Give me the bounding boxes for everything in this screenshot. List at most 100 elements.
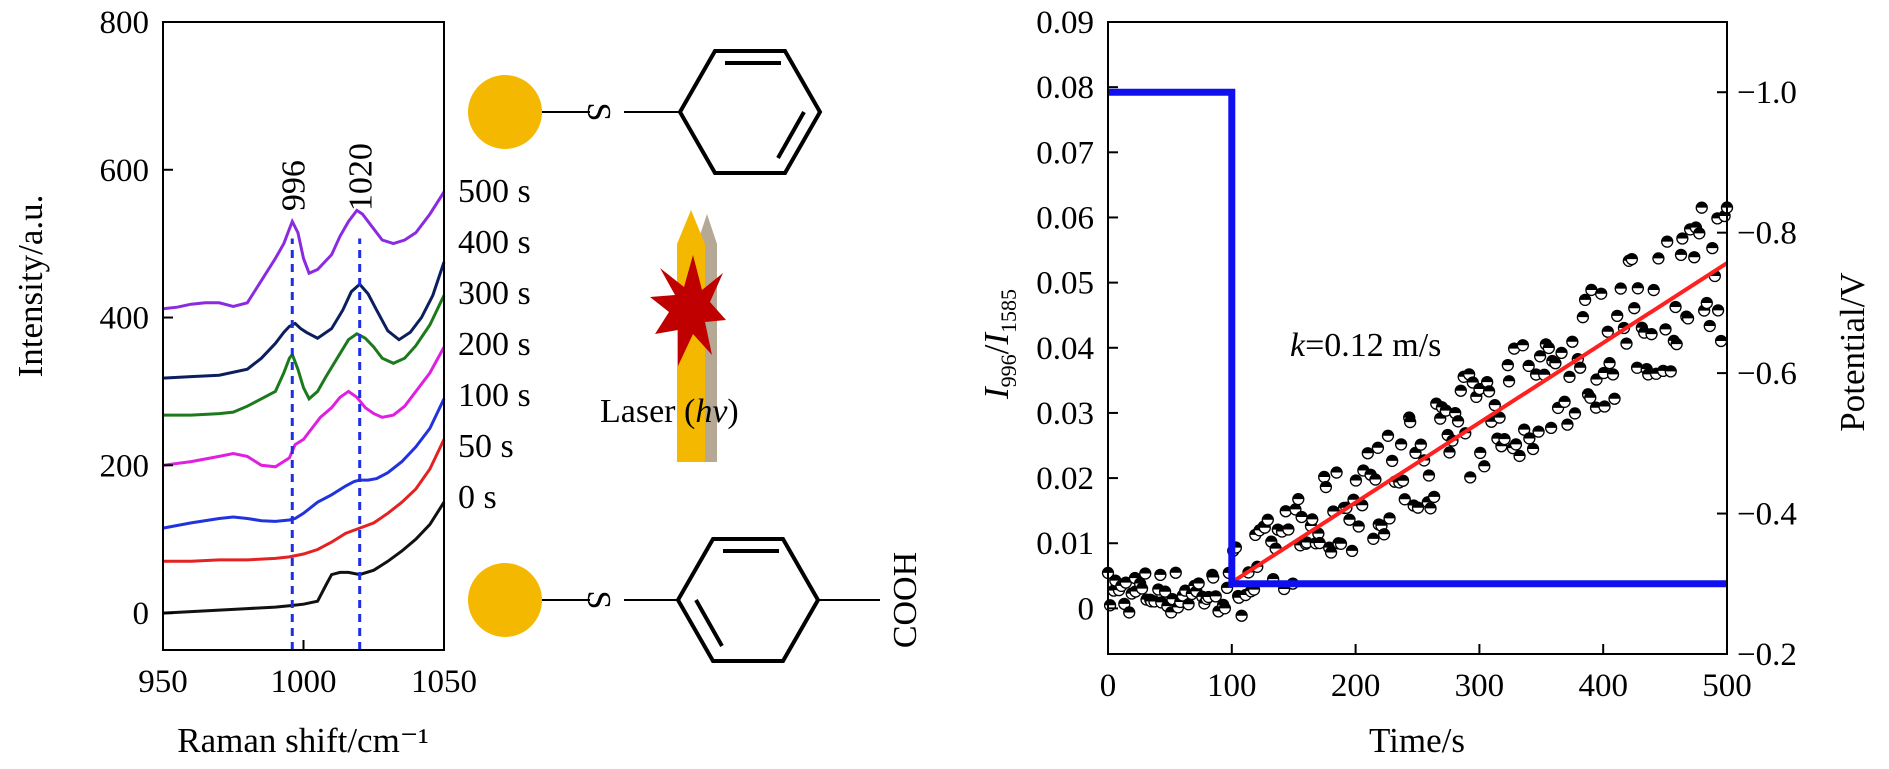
data-point-fill [1670,301,1682,307]
data-point-fill [1348,494,1360,500]
data-point-fill [1440,405,1452,411]
kinetics-ytick-label: 0.06 [1036,200,1094,236]
data-point-fill [1139,567,1151,574]
data-point-fill [1344,514,1356,520]
data-point-fill [1652,252,1664,259]
kinetics-y2tick-label: −0.2 [1737,637,1797,673]
sulfur-label-top: S [580,103,617,122]
data-point-fill [1395,438,1407,445]
data-point-fill [1210,590,1222,597]
data-point-fill [1489,399,1501,406]
data-point-fill [1632,282,1644,289]
raman-ytick-label: 200 [100,448,150,484]
data-point-fill [1449,407,1461,414]
data-point-fill [1598,367,1610,374]
data-point-fill [1369,474,1381,480]
data-point-fill [1301,537,1313,543]
data-point-fill [1166,593,1178,600]
data-point-fill [1569,407,1581,414]
raman-series-line [162,346,446,469]
kinetics-y2tick-label: −0.6 [1737,356,1797,392]
data-point-fill [1282,523,1294,530]
data-point-fill [1688,251,1700,258]
data-point-fill [1443,446,1455,453]
kinetics-ylabel: I996/I1585 [977,289,1021,400]
raman-ytick-label: 800 [100,5,150,41]
data-point-fill [1384,512,1396,519]
data-point-fill [1353,520,1365,527]
data-point-fill [1362,447,1374,454]
data-point-fill [1631,362,1643,368]
raman-series-line [163,438,446,563]
data-point-fill [1483,385,1495,392]
laser-label: Laser (hv) [600,393,739,430]
raman-series-line [162,501,446,615]
data-point-fill [1671,338,1683,345]
data-point-fill [1442,429,1454,436]
data-point-fill [1404,416,1416,423]
data-point-fill [1628,302,1640,309]
data-point-fill [1415,439,1427,445]
raman-series-label: 400 s [458,224,531,261]
data-point-fill [1549,357,1561,364]
data-point-fill [1510,438,1522,445]
laser-burst-icon [650,255,726,366]
rate-constant-annotation: k=0.12 m/s [1290,327,1441,364]
kinetics-y2tick-label: −1.0 [1737,75,1797,111]
kinetics-ytick-label: 0.02 [1036,461,1094,497]
raman-time-labels: 0 s 50 s 100 s 200 s 300 s 400 s 500 s [458,173,531,516]
data-point-fill [1236,610,1248,616]
peak-label: 1020 [343,143,380,211]
data-point-fill [1129,572,1141,579]
data-point-fill [1314,537,1326,544]
data-point-fill [1219,602,1231,609]
data-point-fill [1320,481,1332,488]
data-point-fill [1481,376,1493,383]
raman-plot-frame [162,21,445,651]
data-point-fill [1574,362,1586,368]
data-point-fill [1561,419,1573,425]
data-point-fill [1584,392,1596,398]
data-point-fill [1611,310,1623,316]
data-point-fill [1534,350,1546,357]
raman-series-label: 0 s [458,479,497,516]
data-point-fill [1123,606,1135,613]
data-point-fill [1518,424,1530,430]
data-point-fill [1296,511,1308,518]
data-point-fill [1323,542,1335,548]
data-point-fill [1602,326,1614,332]
data-point-fill [1318,471,1330,477]
data-point-fill [1207,572,1219,578]
data-point-fill [1357,465,1369,471]
kinetics-y2tick-label: −0.8 [1737,216,1797,252]
data-point-fill [1648,284,1660,291]
data-point-fill [1267,573,1279,580]
data-point-fill [1523,432,1535,439]
data-point-fill [1585,284,1597,290]
data-point-fill [1595,288,1607,294]
kinetics-axis-ticks: 0 100 200 300 400 500 0 0.01 0.02 0.03 0.04 0.05 0.0… [1036,5,1797,704]
data-point-fill [1365,469,1377,475]
data-point-fill [1375,520,1387,526]
data-point-fill [1478,460,1490,467]
data-point-fill [1428,491,1440,497]
data-point-fill [1533,426,1545,432]
data-point-fill [1556,347,1568,353]
data-point-fill [1665,365,1677,372]
data-point-fill [1599,400,1611,407]
raman-series-label: 200 s [458,326,531,363]
data-point-fill [1661,236,1673,242]
kinetics-xtick-label: 0 [1100,668,1117,704]
data-point-fill [1712,304,1724,311]
raman-axis-ticks: 950 1000 1050 0 200 400 600 800 [100,5,478,700]
data-point-fill [1335,538,1347,544]
kinetics-ytick-label: 0.05 [1036,266,1094,302]
kinetics-xtick-label: 200 [1331,668,1381,704]
data-point-fill [1660,323,1672,330]
kinetics-xtick-label: 100 [1207,668,1257,704]
data-point-fill [1604,357,1616,364]
data-point-fill [1636,322,1648,328]
data-point-fill [1498,433,1510,440]
data-point-fill [1646,328,1658,335]
